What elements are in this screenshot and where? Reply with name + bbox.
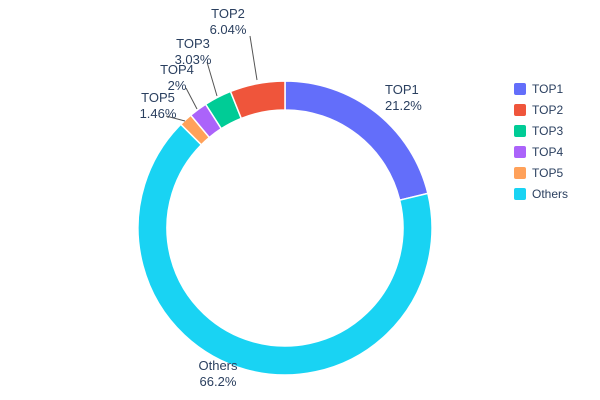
legend-swatch-icon — [514, 188, 526, 200]
legend-item-top4[interactable]: TOP4 — [514, 145, 568, 159]
label-top5: TOP5 1.46% — [140, 90, 177, 121]
label-top3-value: 3.03% — [174, 51, 212, 67]
slice-top2[interactable] — [229, 80, 286, 120]
label-top1: TOP1 21.2% — [385, 82, 422, 113]
legend-swatch-icon — [514, 167, 526, 179]
leader-line-top4 — [185, 87, 198, 110]
legend-swatch-icon — [514, 125, 526, 137]
legend-item-top2[interactable]: TOP2 — [514, 103, 568, 117]
legend-label: TOP1 — [532, 82, 564, 96]
label-top4-value: 2% — [167, 77, 187, 93]
label-top4: TOP4 2% — [160, 62, 194, 93]
label-top3: TOP3 3.03% — [175, 36, 212, 67]
label-top3-name: TOP3 — [176, 36, 210, 51]
label-top2-name: TOP2 — [211, 6, 245, 21]
label-top5-value: 1.46% — [139, 105, 177, 121]
label-top2: TOP2 6.04% — [210, 6, 247, 37]
label-top2-value: 6.04% — [209, 21, 247, 37]
leader-line-top2 — [249, 35, 258, 81]
legend-label: Others — [532, 187, 569, 201]
legend-item-top5[interactable]: TOP5 — [514, 166, 568, 180]
legend-item-top3[interactable]: TOP3 — [514, 124, 568, 138]
label-top5-name: TOP5 — [141, 90, 175, 105]
legend-label: TOP3 — [532, 124, 564, 138]
leader-lines — [165, 35, 258, 122]
legend-item-others[interactable]: Others — [514, 187, 568, 201]
label-others-name: Others — [198, 358, 238, 373]
legend-label: TOP5 — [532, 166, 564, 180]
label-top1-name: TOP1 — [385, 82, 419, 97]
leader-line-top3 — [206, 61, 218, 97]
leader-line-top5 — [165, 115, 186, 122]
legend-swatch-icon — [514, 146, 526, 158]
label-others-value: 66.2% — [199, 373, 237, 389]
legend-label: TOP2 — [532, 103, 564, 117]
legend: TOP1 TOP2 TOP3 TOP4 TOP5 Others — [514, 82, 568, 208]
slice-others[interactable] — [137, 123, 433, 376]
label-others: Others 66.2% — [198, 358, 237, 389]
legend-label: TOP4 — [532, 145, 564, 159]
legend-item-top1[interactable]: TOP1 — [514, 82, 568, 96]
label-top1-value: 21.2% — [385, 97, 422, 113]
legend-swatch-icon — [514, 104, 526, 116]
label-top4-name: TOP4 — [160, 62, 194, 77]
legend-swatch-icon — [514, 83, 526, 95]
